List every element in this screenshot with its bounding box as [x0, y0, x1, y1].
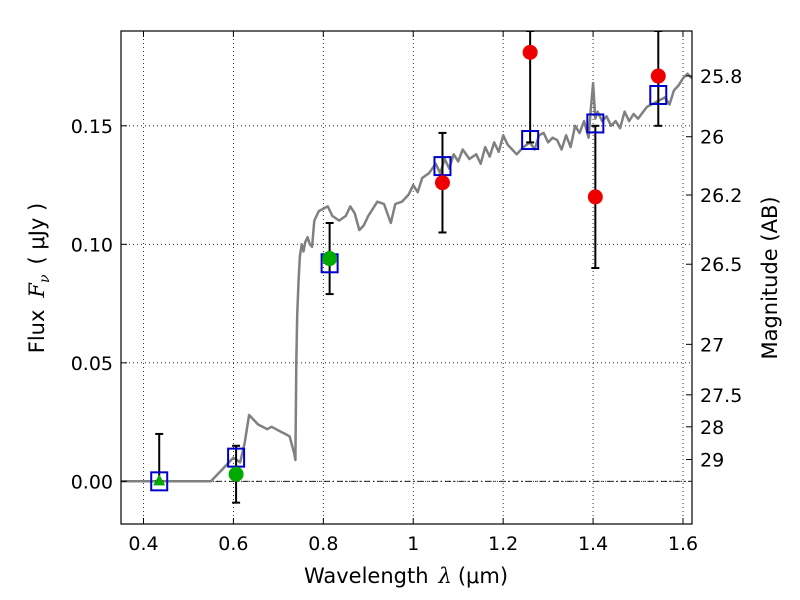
- x-tick-label: 0.8: [308, 533, 338, 555]
- y-tick-label: 0.05: [71, 353, 113, 375]
- right-tick-label: 26.2: [700, 185, 742, 207]
- upper-limit-triangle: [153, 474, 166, 486]
- right-tick-label: 27: [700, 334, 724, 356]
- y-tick-label: 0.10: [71, 234, 113, 256]
- x-axis-label-symbol: λ: [438, 564, 452, 588]
- x-axis-label-prefix: Wavelength: [304, 564, 429, 588]
- right-tick-label: 29: [700, 450, 724, 472]
- model-photometry-marker: [521, 130, 540, 151]
- y-axis-label-prefix: Flux: [25, 310, 49, 354]
- y-axis-label-unit: ( μJy ): [25, 203, 49, 265]
- y-axis-label-symbol: F: [25, 282, 49, 299]
- right-axis-label: Magnitude (AB): [758, 196, 782, 359]
- right-tick-label: 26.5: [700, 254, 742, 276]
- x-axis-label-unit: (μm): [458, 564, 508, 588]
- model-photometry-marker: [150, 471, 169, 492]
- optical-photometry-point: [228, 466, 244, 482]
- x-axis-label: Wavelength λ (μm): [304, 564, 508, 588]
- y-tick-label: 0.00: [71, 471, 113, 493]
- y-axis-label-subscript: ν: [37, 274, 53, 283]
- model-photometry-marker: [227, 447, 246, 468]
- right-tick-label: 27.5: [700, 385, 742, 407]
- x-tick-label: 0.4: [128, 533, 158, 555]
- right-tick-label: 26: [700, 127, 724, 149]
- x-tick-label: 1.2: [488, 533, 518, 555]
- x-tick-label: 1.6: [668, 533, 698, 555]
- plot-frame: [120, 30, 693, 525]
- infrared-photometry-point: [434, 175, 450, 191]
- x-tick-label: 0.6: [218, 533, 248, 555]
- model-photometry-marker: [649, 84, 668, 105]
- model-photometry-marker: [586, 113, 605, 134]
- y-axis-label: Flux Fν ( μJy ): [25, 203, 53, 353]
- x-tick-label: 1.4: [578, 533, 608, 555]
- infrared-photometry-point: [587, 189, 603, 205]
- y-tick-label: 0.15: [71, 116, 113, 138]
- optical-photometry-point: [322, 251, 338, 267]
- right-tick-label: 25.8: [700, 66, 742, 88]
- x-tick-label: 1: [407, 533, 419, 555]
- axis-ticks: 0.4 0.6 0.8 1 1.2 1.4 1.6 0.00 0.05 0.10 0.15 25.8 2…: [71, 31, 742, 555]
- data-markers: [150, 44, 668, 492]
- infrared-photometry-point: [650, 68, 666, 84]
- infrared-photometry-point: [522, 44, 538, 60]
- model-photometry-marker: [433, 156, 452, 177]
- right-tick-label: 28: [700, 417, 724, 439]
